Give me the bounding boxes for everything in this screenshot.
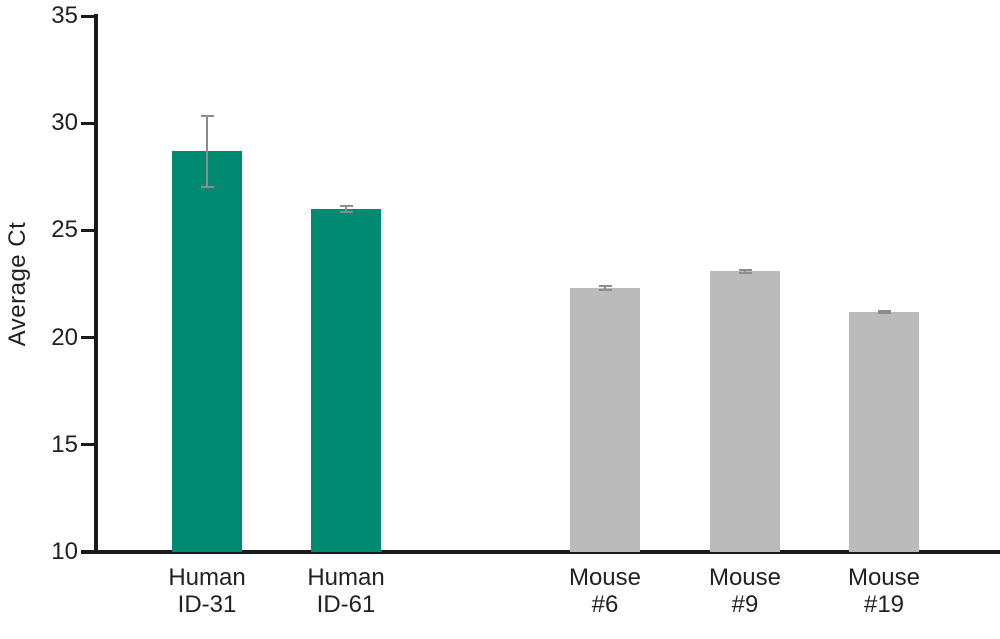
y-tick-20 [81,336,94,340]
error-bar-mouse-6 [598,285,612,292]
x-axis-line [81,550,1000,554]
error-bar-cap-top [598,285,612,288]
y-tick-30 [81,121,94,125]
x-tick-label-line2: ID-61 [316,591,376,618]
bar-human-id-61 [311,208,381,552]
error-bar-line [604,285,606,292]
bar-mouse-6 [570,288,640,552]
y-tick-label-10: 10 [51,538,78,565]
y-tick-25 [81,228,94,232]
y-axis-line [94,14,98,554]
plot-area: 35 30 25 20 15 10 [51,2,1000,565]
x-tick-label-line1: Human [307,564,385,591]
x-tick-label-line2: #19 [863,591,905,618]
error-bar-cap-bottom [877,312,891,314]
x-tick-label-line1: Mouse [847,564,921,591]
y-axis-title: Average Ct [4,221,31,347]
y-tick-label-30: 30 [51,109,78,137]
x-tick-label-mouse-9: Mouse #9 [665,564,825,618]
bar-mouse-9 [710,271,780,552]
x-tick-label-line2: #6 [591,591,619,618]
y-tick-10 [81,550,94,554]
x-tick-label-mouse-6: Mouse #6 [525,564,685,618]
error-bar-line [345,204,347,214]
y-tick-label-15: 15 [51,430,78,458]
x-tick-label-human-id-61: Human ID-61 [266,564,426,618]
error-bar-cap-bottom [738,271,752,274]
error-bar-cap-top [339,204,353,207]
x-tick-label-mouse-19: Mouse #19 [804,564,964,618]
x-tick-label-human-id-31: Human ID-31 [127,564,287,618]
x-tick-label-line1: Human [168,564,246,591]
y-tick-label-35: 35 [51,2,78,29]
x-tick-label-line2: ID-31 [177,591,237,618]
x-tick-label-line2: #9 [731,591,759,618]
error-bar-cap-bottom [339,211,353,214]
error-bar-cap-bottom [200,185,214,188]
error-bar-cap-top [200,114,214,117]
error-bar-line [206,114,208,188]
y-tick-label-20: 20 [51,323,78,351]
error-bar-cap-top [738,268,752,271]
y-tick-15 [81,443,94,447]
x-tick-label-line1: Mouse [708,564,782,591]
error-bar-line [883,309,885,314]
error-bar-line [744,268,746,274]
error-bar-cap-bottom [598,289,612,292]
bar-human-id-31 [172,151,242,552]
error-bar-cap-top [877,309,891,312]
bar-mouse-19 [849,311,919,552]
error-bar-mouse-9 [738,268,752,274]
error-bar-human-id-61 [339,204,353,214]
x-tick-label-line1: Mouse [568,564,642,591]
y-tick-label-25: 25 [51,216,78,244]
error-bar-human-id-31 [200,114,214,188]
y-tick-35 [81,14,94,18]
error-bar-mouse-19 [877,309,891,314]
